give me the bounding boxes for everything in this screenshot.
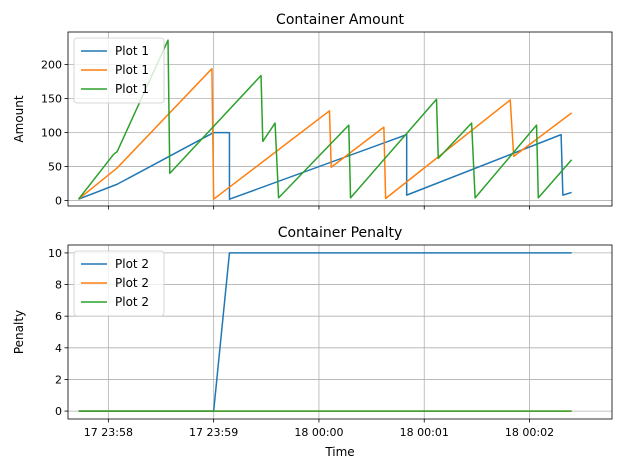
x-tick-label: 18 00:02 [505, 426, 554, 439]
x-tick-label: 17 23:58 [84, 426, 133, 439]
y-tick-label: 8 [55, 279, 62, 292]
y-axis-label: Penalty [12, 310, 26, 354]
y-tick-label: 4 [55, 342, 62, 355]
legend-label: Plot 1 [115, 44, 149, 58]
x-tick-label: 18 00:01 [400, 426, 449, 439]
x-tick-label: 18 00:00 [294, 426, 343, 439]
legend: Plot 2 Plot 2 Plot 2 [73, 250, 165, 317]
y-axis-label: Amount [12, 95, 26, 142]
y-tick-label: 50 [48, 161, 62, 174]
y-tick-label: 6 [55, 310, 62, 323]
y-tick-label: 200 [41, 59, 62, 72]
chart-title: Container Amount [276, 12, 404, 28]
y-tick-label: 10 [48, 247, 62, 260]
y-tick-label: 100 [41, 127, 62, 140]
y-tick-label: 2 [55, 373, 62, 386]
series-line-1 [78, 131, 572, 200]
series-line-2 [78, 67, 573, 200]
chart-title: Container Penalty [278, 225, 403, 241]
legend-label: Plot 1 [115, 82, 149, 96]
plot-frame [67, 31, 613, 207]
y-tick-label: 0 [55, 405, 62, 418]
legend-label: Plot 2 [115, 295, 149, 309]
legend-label: Plot 2 [115, 257, 149, 271]
chart-panel-1: 0 50 100 150 200 Container Amount Amount Plot 1… [12, 12, 613, 210]
legend-label: Plot 2 [115, 276, 149, 290]
legend: Plot 1 Plot 1 Plot 1 [73, 37, 165, 104]
y-tick-label: 150 [41, 93, 62, 106]
x-axis-label: Time [324, 445, 354, 459]
plot-frame [67, 244, 613, 420]
x-tick-label: 17 23:59 [189, 426, 238, 439]
legend-box [73, 250, 165, 317]
y-tick-label: 0 [55, 195, 62, 208]
chart-panel-2: 0 2 4 6 8 10 17 23:58 17 23:59 18 00:00 18 00:01 1… [12, 225, 613, 459]
legend-label: Plot 1 [115, 63, 149, 77]
legend-box [73, 37, 165, 104]
